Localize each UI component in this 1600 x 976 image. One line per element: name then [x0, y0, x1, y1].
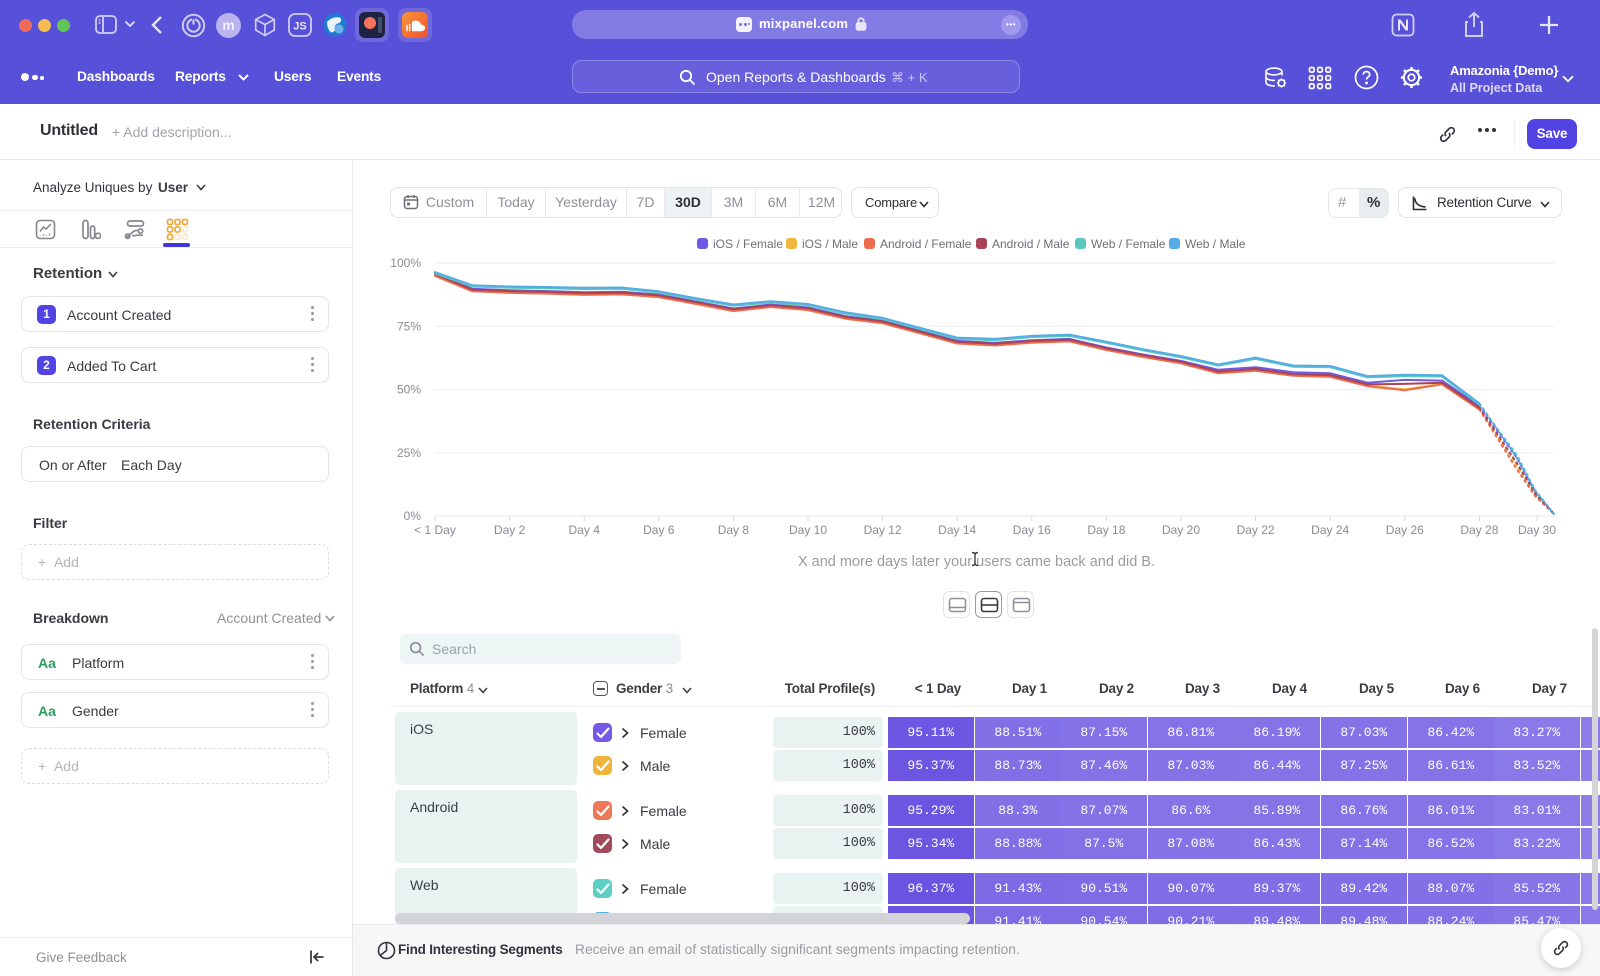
svg-text:Day 12: Day 12	[864, 523, 902, 537]
svg-text:Day 20: Day 20	[1162, 523, 1200, 537]
svg-text:JS: JS	[293, 21, 306, 33]
svg-text:Day 4: Day 4	[569, 523, 601, 537]
svg-text:< 1 Day: < 1 Day	[414, 523, 456, 537]
svg-text:50%: 50%	[397, 383, 421, 397]
svg-text:100%: 100%	[390, 256, 421, 270]
svg-text:Day 18: Day 18	[1087, 523, 1125, 537]
svg-text:25%: 25%	[397, 446, 421, 460]
svg-text:Day 6: Day 6	[643, 523, 675, 537]
svg-text:Day 26: Day 26	[1386, 523, 1424, 537]
svg-text:Day 28: Day 28	[1460, 523, 1498, 537]
svg-text:Day 2: Day 2	[494, 523, 526, 537]
svg-text:Day 22: Day 22	[1237, 523, 1275, 537]
svg-text:Day 16: Day 16	[1013, 523, 1051, 537]
svg-text:0%: 0%	[404, 509, 422, 523]
svg-text:Day 24: Day 24	[1311, 523, 1349, 537]
svg-text:Day 14: Day 14	[938, 523, 976, 537]
svg-text:Day 30: Day 30	[1518, 523, 1556, 537]
svg-text:Day 8: Day 8	[718, 523, 750, 537]
svg-text:75%: 75%	[397, 319, 421, 333]
svg-text:Day 10: Day 10	[789, 523, 827, 537]
